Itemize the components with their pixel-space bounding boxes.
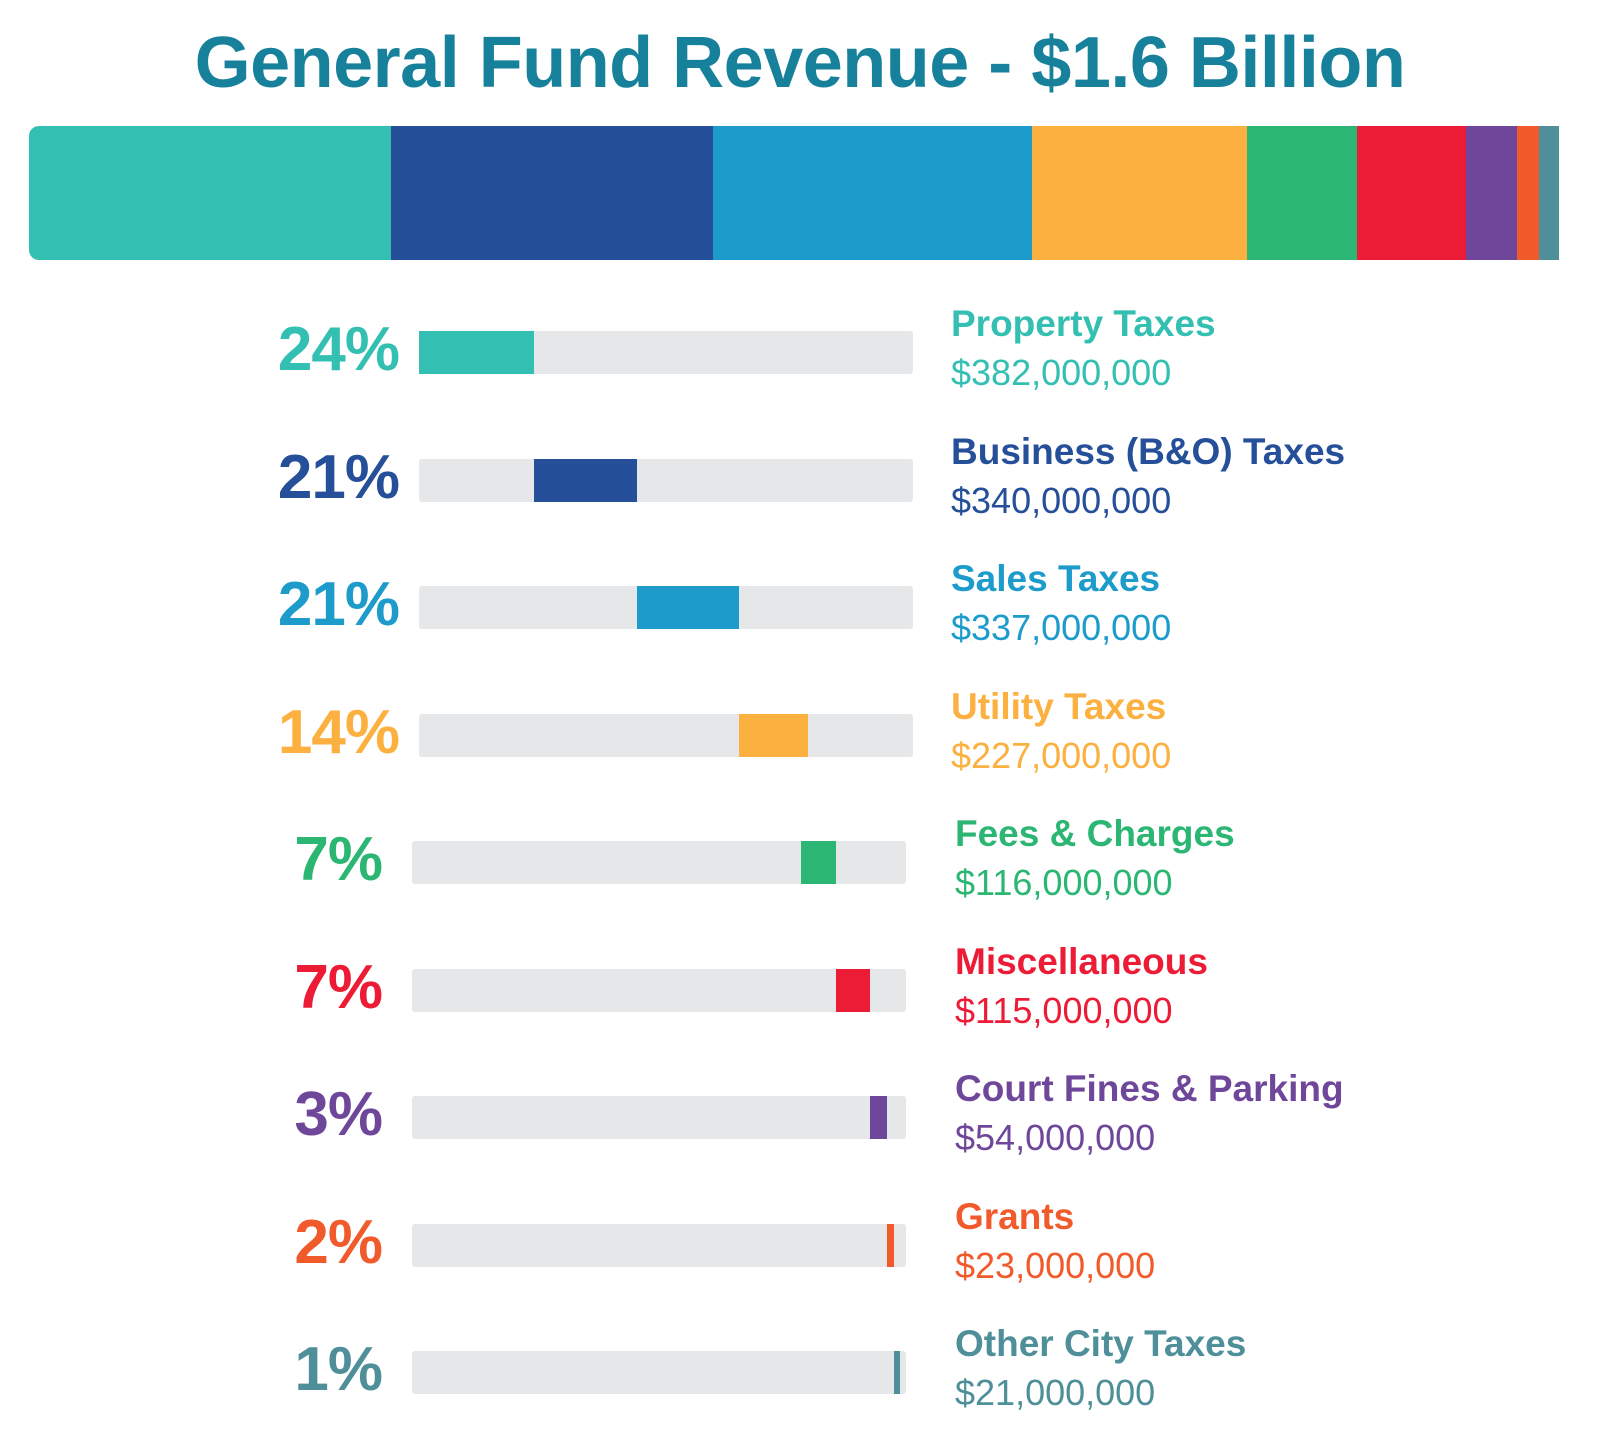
percent-label: 7% [294, 952, 383, 1022]
category-name: Utility Taxes [951, 685, 1167, 727]
stack-segment-7 [1466, 126, 1518, 260]
category-amount: $382,000,000 [951, 352, 1172, 393]
stack-segment-6 [1357, 126, 1467, 260]
chart-title: General Fund Revenue - $1.6 Billion [194, 23, 1406, 103]
stacked-total-bar [29, 126, 1578, 260]
category-row: 21% Business (B&O) Taxes $340,000,000 [0, 425, 1600, 535]
category-name: Business (B&O) Taxes [951, 430, 1346, 472]
category-amount: $227,000,000 [951, 734, 1172, 776]
stack-segment-2 [390, 126, 714, 260]
stack-segment-3 [713, 126, 1033, 260]
category-name: Court Fines & Parking [955, 1068, 1344, 1109]
category-row: 7% Miscellaneous $115,000,000 [0, 935, 1600, 1045]
bar-fill [886, 1223, 894, 1267]
category-row: 7% Fees & Charges $116,000,000 [0, 807, 1600, 917]
bar-fill [637, 586, 739, 629]
bar-fill [870, 1096, 887, 1139]
percent-label: 7% [294, 825, 383, 894]
bar-track [412, 1351, 906, 1394]
category-amount: $115,000,000 [955, 989, 1173, 1031]
percent-label: 21% [277, 570, 400, 639]
category-amount: $54,000,000 [955, 1117, 1156, 1158]
category-name: Fees & Charges [955, 813, 1235, 854]
bar-track [419, 713, 913, 757]
category-row: 2% Grants $23,000,000 [0, 1190, 1600, 1300]
bar-track [412, 968, 906, 1012]
category-row: 24% Property Taxes $382,000,000 [0, 297, 1600, 407]
stack-segment-5 [1247, 126, 1358, 260]
bar-fill [534, 458, 638, 502]
bar-track [412, 1096, 906, 1139]
category-row: 21% Sales Taxes $337,000,000 [0, 552, 1600, 662]
percent-label: 14% [277, 697, 400, 767]
stack-segment-1 [29, 126, 391, 260]
bar-track [419, 586, 913, 629]
category-amount: $340,000,000 [951, 479, 1172, 521]
bar-fill [835, 968, 871, 1012]
bar-fill [419, 331, 535, 374]
category-amount: $116,000,000 [955, 862, 1173, 903]
category-amount: $337,000,000 [951, 607, 1172, 648]
category-amount: $23,000,000 [955, 1244, 1156, 1286]
category-name: Grants [955, 1195, 1075, 1237]
category-name: Property Taxes [951, 303, 1216, 344]
stack-segment-4 [1032, 126, 1248, 260]
bar-track [412, 1223, 906, 1267]
category-row: 14% Utility Taxes $227,000,000 [0, 680, 1600, 790]
bar-fill [893, 1351, 900, 1394]
stack-segment-9 [1539, 126, 1559, 260]
percent-label: 2% [294, 1207, 383, 1277]
category-name: Other City Taxes [955, 1323, 1247, 1364]
bar-track [419, 331, 913, 374]
category-name: Sales Taxes [951, 558, 1161, 599]
category-amount: $21,000,000 [955, 1372, 1156, 1413]
category-row: 3% Court Fines & Parking $54,000,000 [0, 1062, 1600, 1172]
category-name: Miscellaneous [955, 940, 1208, 982]
stack-segment-8 [1517, 126, 1540, 260]
bar-fill [800, 841, 836, 884]
bar-track [419, 458, 913, 502]
percent-label: 24% [277, 315, 400, 384]
bar-fill [738, 713, 808, 757]
bar-track [412, 841, 906, 884]
percent-label: 3% [294, 1080, 383, 1149]
percent-label: 21% [277, 442, 400, 512]
category-row: 1% Other City Taxes $21,000,000 [0, 1317, 1600, 1427]
percent-label: 1% [294, 1335, 383, 1404]
